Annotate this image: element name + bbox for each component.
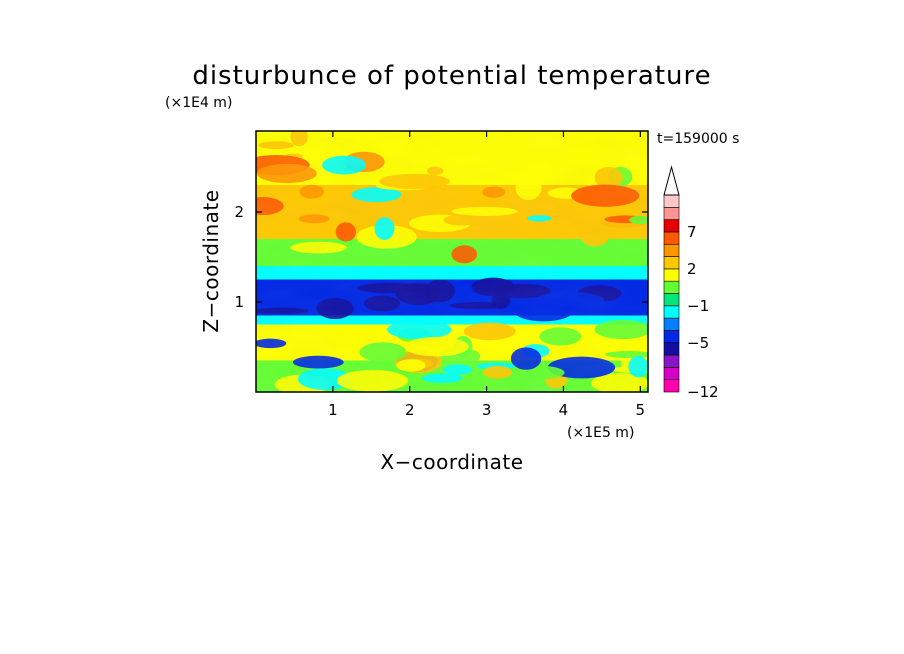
colorbar-swatch xyxy=(663,293,680,307)
x-tick-label: 2 xyxy=(405,401,415,419)
plot-frame xyxy=(255,130,649,393)
colorbar-swatch xyxy=(663,367,680,380)
x-axis: 1 2 3 4 5 xyxy=(328,131,645,419)
chart-title: disturbunce of potential temperature xyxy=(192,61,711,91)
y-axis-label: Z−coordinate xyxy=(199,189,223,332)
colorbar-swatch xyxy=(663,280,680,294)
colorbar-label: 2 xyxy=(687,260,697,278)
colorbar-label: 7 xyxy=(687,223,697,241)
colorbar-swatch xyxy=(663,330,680,344)
x-tick-label: 4 xyxy=(559,401,569,419)
x-tick-label: 3 xyxy=(482,401,492,419)
colorbar-swatch xyxy=(663,354,680,368)
time-label: t=159000 s xyxy=(657,131,739,147)
x-tick-label: 1 xyxy=(328,401,338,419)
colorbar-swatch xyxy=(663,207,680,220)
colorbar-swatch xyxy=(663,317,680,331)
colorbar-swatch xyxy=(663,219,680,233)
colorbar-swatch xyxy=(663,256,680,270)
colorbar: −12−5−127 xyxy=(663,165,719,401)
x-tick-label: 5 xyxy=(636,401,646,419)
colorbar-swatch xyxy=(663,305,680,319)
y-unit-label: (×1E4 m) xyxy=(165,95,232,111)
colorbar-swatch xyxy=(663,243,680,257)
colorbar-label: −5 xyxy=(687,334,709,352)
x-axis-label: X−coordinate xyxy=(380,450,523,474)
y-tick-label: 1 xyxy=(234,293,244,311)
colorbar-swatch xyxy=(663,194,680,208)
colorbar-swatch xyxy=(663,342,680,356)
field-texture xyxy=(256,131,648,392)
colorbar-label: −1 xyxy=(687,297,709,315)
y-tick-label: 2 xyxy=(234,203,244,221)
colorbar-extend-arrow xyxy=(663,165,680,196)
contour-field xyxy=(256,131,648,392)
colorbar-swatch xyxy=(663,379,680,393)
colorbar-swatch xyxy=(663,268,680,282)
colorbar-label: −12 xyxy=(687,383,719,401)
colorbar-swatch xyxy=(663,231,680,245)
x-unit-label: (×1E5 m) xyxy=(567,425,634,441)
y-axis: 12 xyxy=(234,203,648,311)
